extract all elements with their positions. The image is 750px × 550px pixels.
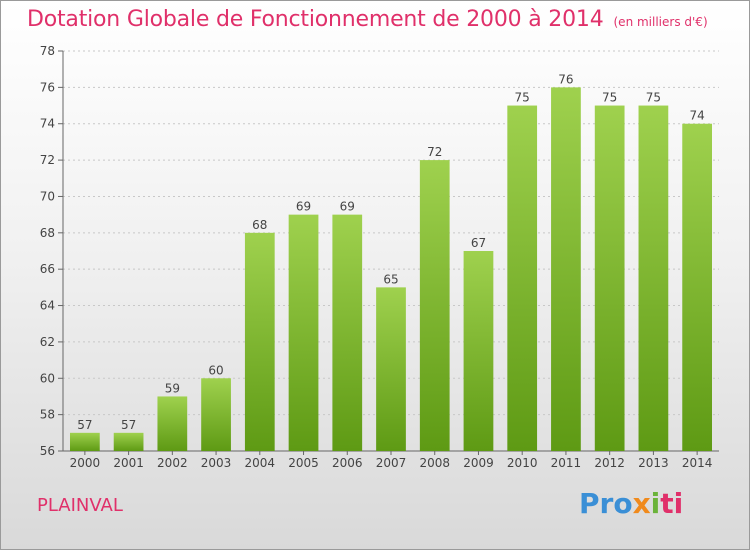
bar-2004 <box>244 232 275 451</box>
chart-unit: (en milliers d'€) <box>613 15 708 29</box>
data-label-2009: 67 <box>471 236 486 250</box>
bar-2000 <box>69 432 100 451</box>
y-tick-label: 60 <box>40 371 55 385</box>
bar-2014 <box>682 123 713 452</box>
x-tick-label-2002: 2002 <box>157 456 188 470</box>
commune-name: PLAINVAL <box>37 495 123 516</box>
x-tick-label-2006: 2006 <box>332 456 363 470</box>
data-label-2003: 60 <box>208 363 223 377</box>
x-tick-label-2014: 2014 <box>682 456 713 470</box>
x-tick-label-2004: 2004 <box>245 456 276 470</box>
x-tick-label-2005: 2005 <box>288 456 319 470</box>
bar-2001 <box>113 432 144 451</box>
chart-title: Dotation Globale de Fonctionnement de 20… <box>27 7 604 32</box>
x-tick-label-2009: 2009 <box>463 456 494 470</box>
bar-2011 <box>551 87 581 451</box>
bar-2007 <box>376 287 406 451</box>
bar-2008 <box>419 160 450 451</box>
data-label-2001: 57 <box>121 418 136 432</box>
logo-part-3: i <box>650 487 661 520</box>
bar-2010 <box>507 105 538 451</box>
y-tick-label: 62 <box>40 335 55 349</box>
x-tick-label-2007: 2007 <box>376 456 407 470</box>
bar-2013 <box>638 105 669 451</box>
x-tick-label-2011: 2011 <box>551 456 582 470</box>
x-tick-label-2012: 2012 <box>594 456 625 470</box>
y-tick-label: 74 <box>40 117 55 131</box>
data-label-2004: 68 <box>252 218 267 232</box>
bar-2006 <box>332 214 363 451</box>
x-tick-label-2001: 2001 <box>113 456 144 470</box>
chart-title-block: Dotation Globale de Fonctionnement de 20… <box>27 7 708 32</box>
data-label-2011: 76 <box>558 72 573 86</box>
x-tick-label-2003: 2003 <box>201 456 232 470</box>
y-tick-label: 68 <box>40 226 55 240</box>
data-label-2008: 72 <box>427 145 442 159</box>
y-tick-label: 76 <box>40 80 55 94</box>
bar-2003 <box>201 378 231 451</box>
y-tick-label: 70 <box>40 189 55 203</box>
data-label-2010: 75 <box>515 91 530 105</box>
y-tick-label: 56 <box>40 444 55 458</box>
data-label-2002: 59 <box>165 381 180 395</box>
bar-2002 <box>157 396 188 451</box>
data-label-2000: 57 <box>77 418 92 432</box>
data-label-2007: 65 <box>383 272 398 286</box>
x-tick-label-2008: 2008 <box>419 456 450 470</box>
logo-part-4: ti <box>660 487 684 520</box>
y-tick-label: 72 <box>40 153 55 167</box>
bar-2009 <box>463 251 494 451</box>
bar-2012 <box>594 105 625 451</box>
x-tick-label-2000: 2000 <box>70 456 101 470</box>
bar-chart: 56 58 60 62 64 66 68 70 72 74 76 78 57 2000 57 2001 59 20… <box>40 44 719 470</box>
y-tick-label: 66 <box>40 262 55 276</box>
bar-2005 <box>288 214 319 451</box>
proxiti-logo: Proxiti <box>579 487 683 520</box>
data-label-2012: 75 <box>602 91 617 105</box>
data-label-2005: 69 <box>296 200 311 214</box>
x-tick-label-2013: 2013 <box>638 456 669 470</box>
x-tick-label-2010: 2010 <box>507 456 538 470</box>
y-tick-label: 58 <box>40 408 55 422</box>
y-tick-label: 64 <box>40 299 55 313</box>
data-label-2014: 74 <box>689 109 704 123</box>
logo-part-1: Pro <box>579 487 633 520</box>
data-label-2006: 69 <box>340 200 355 214</box>
data-label-2013: 75 <box>646 91 661 105</box>
y-tick-label: 78 <box>40 44 55 58</box>
logo-part-2: x <box>632 487 651 520</box>
